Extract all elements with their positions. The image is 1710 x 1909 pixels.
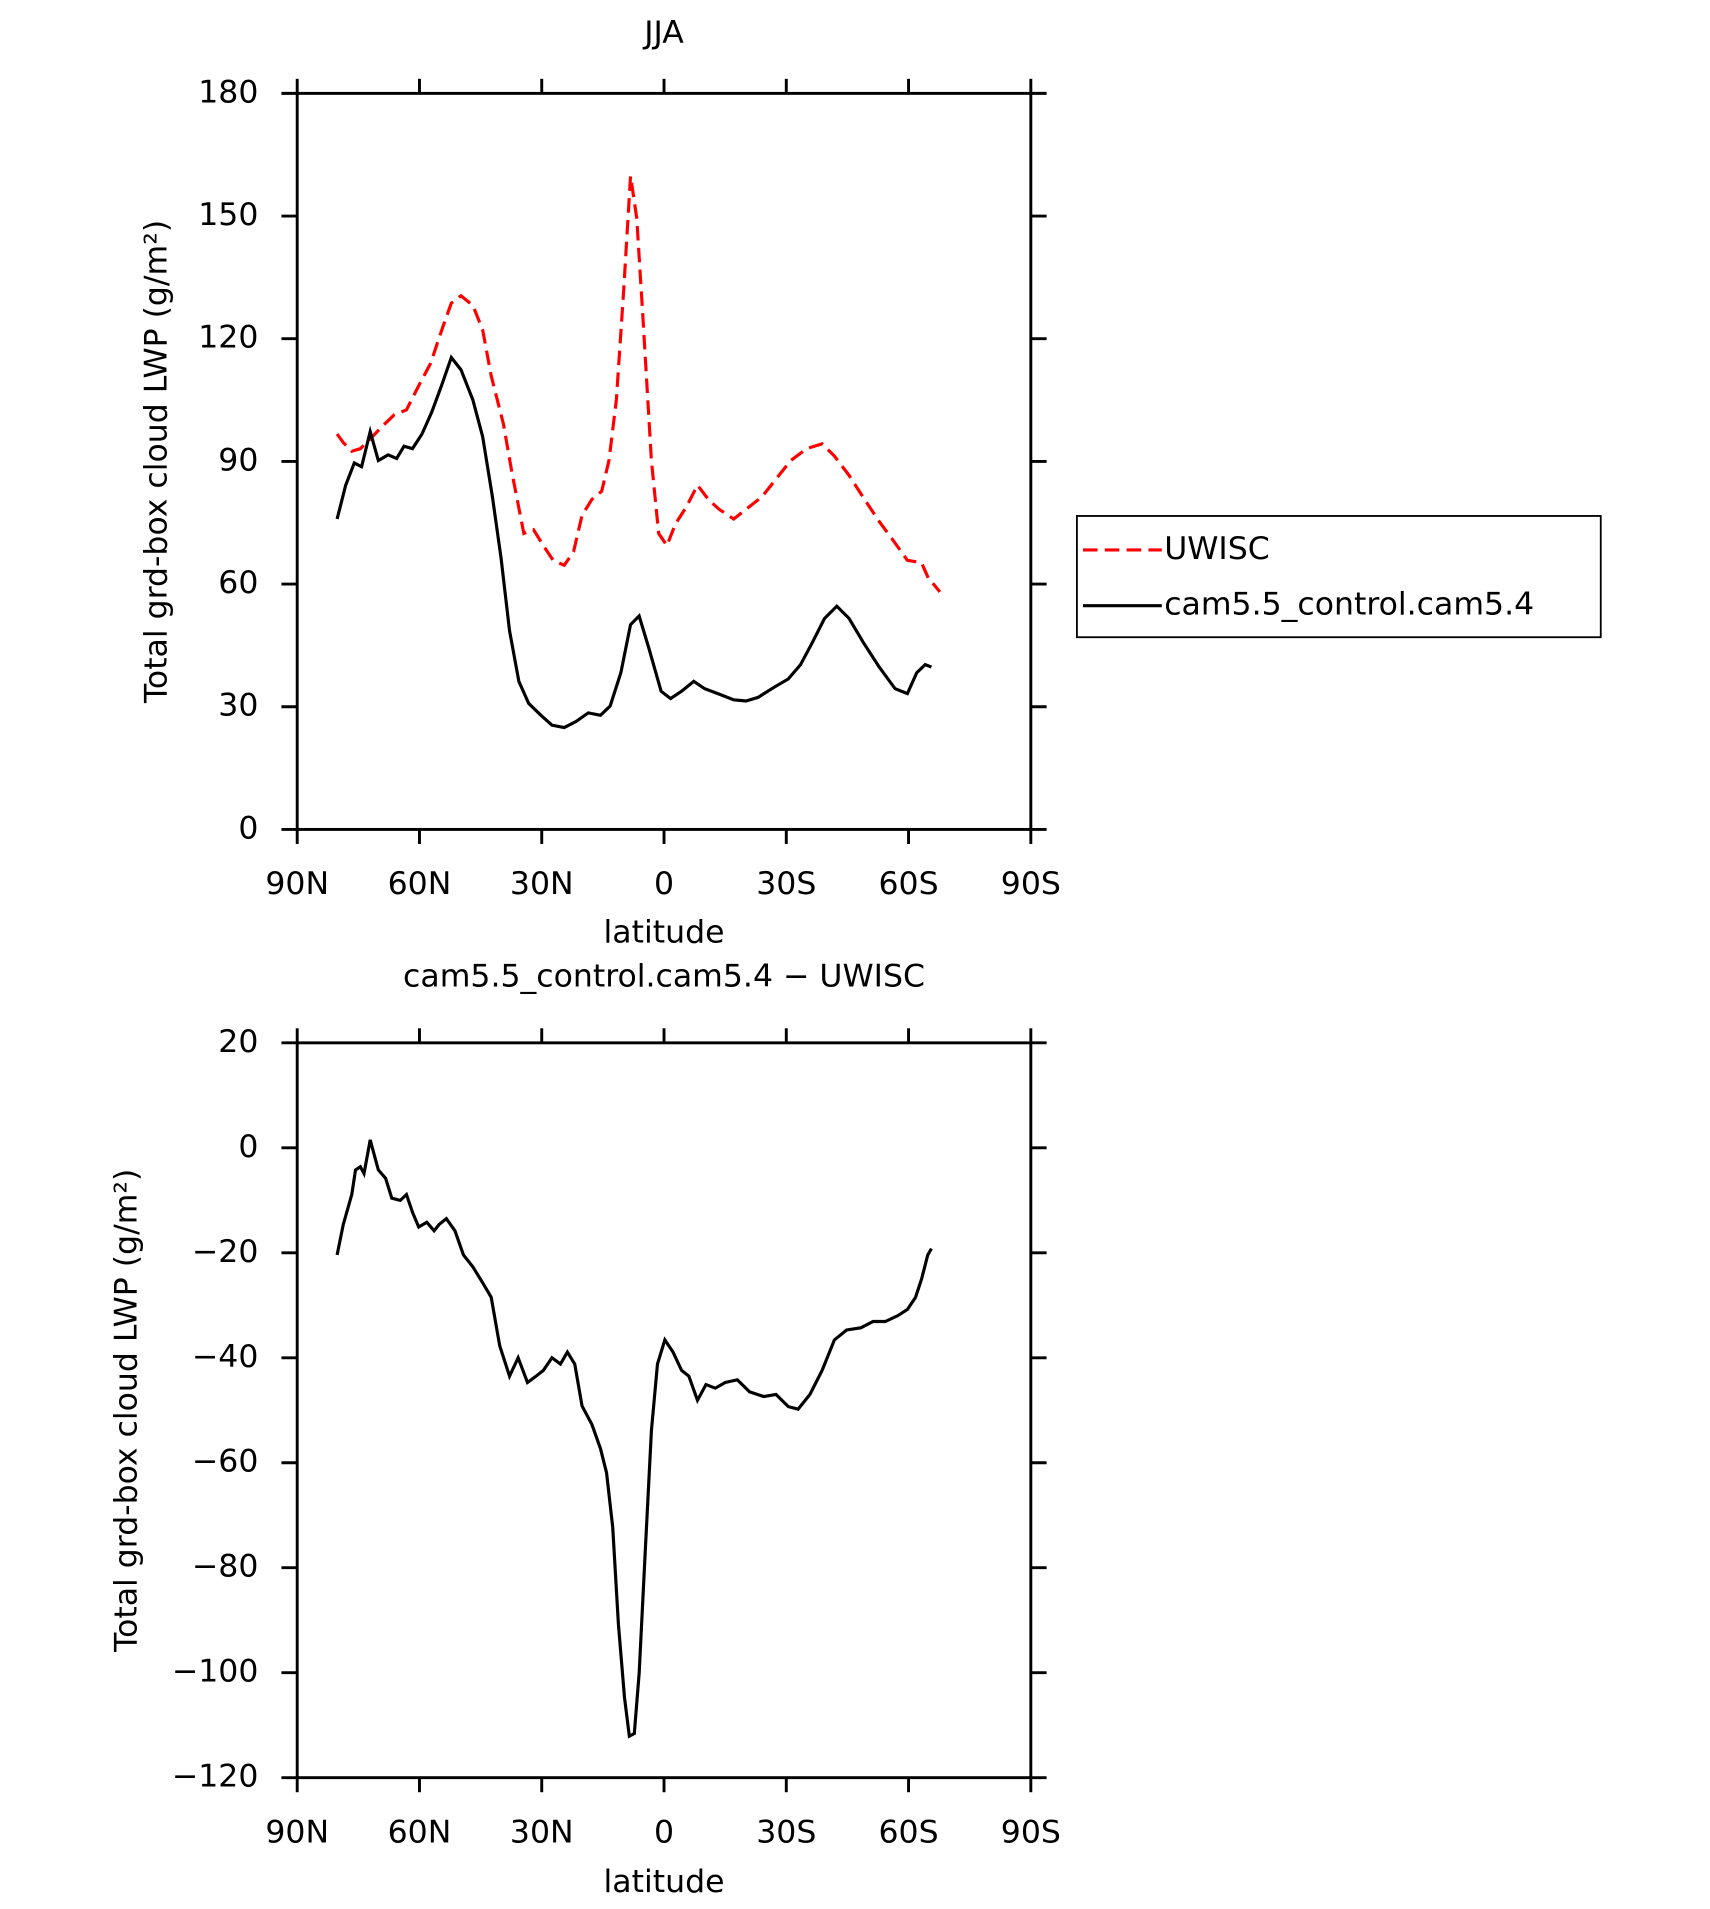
y-tick-label: 180	[198, 74, 258, 110]
x-tick-label: 30N	[510, 866, 574, 902]
y-tick-label: −120	[172, 1759, 259, 1795]
legend-label: cam5.5_control.cam5.4	[1164, 587, 1534, 623]
plot-frame	[295, 91, 1033, 831]
y-tick-label: 150	[198, 197, 258, 233]
x-tick-label: 90S	[1001, 866, 1061, 902]
data-line	[335, 175, 942, 593]
chart-title: cam5.5_control.cam5.4 − UWISC	[403, 958, 925, 994]
plot-frame	[295, 1041, 1033, 1780]
x-tick-label: 60N	[388, 866, 452, 902]
y-tick-label: −40	[192, 1339, 259, 1375]
chart-title: JJA	[642, 15, 684, 51]
y-tick-label: 20	[218, 1024, 258, 1060]
y-tick-label: 90	[218, 442, 258, 478]
y-tick-label: 0	[238, 1129, 258, 1165]
x-axis-label: latitude	[604, 1864, 725, 1900]
y-axis-label: Total grd-box cloud LWP (g/m²)	[139, 220, 175, 704]
data-line	[335, 1139, 933, 1739]
x-tick-label: 0	[654, 1814, 674, 1850]
x-tick-label: 90N	[265, 1814, 329, 1850]
y-tick-label: 120	[198, 320, 258, 356]
x-tick-label: 60S	[879, 1814, 939, 1850]
y-tick-label: 30	[218, 688, 258, 724]
y-tick-label: −60	[192, 1444, 259, 1480]
x-tick-label: 0	[654, 866, 674, 902]
legend-label: UWISC	[1164, 531, 1270, 567]
y-tick-label: 0	[238, 810, 258, 846]
data-line	[335, 354, 932, 730]
y-axis-label: Total grd-box cloud LWP (g/m²)	[108, 1169, 144, 1653]
y-tick-label: −100	[172, 1654, 259, 1690]
x-tick-label: 30S	[756, 1814, 816, 1850]
x-tick-label: 90S	[1001, 1814, 1061, 1850]
x-tick-label: 30S	[756, 866, 816, 902]
x-tick-label: 60N	[388, 1814, 452, 1850]
x-tick-label: 90N	[265, 866, 329, 902]
x-tick-label: 60S	[879, 866, 939, 902]
x-axis-label: latitude	[604, 915, 725, 951]
y-tick-label: −20	[192, 1234, 259, 1270]
y-tick-label: −80	[192, 1549, 259, 1585]
x-tick-label: 30N	[510, 1814, 574, 1850]
y-tick-label: 60	[218, 565, 258, 601]
legend-box	[1075, 515, 1602, 639]
